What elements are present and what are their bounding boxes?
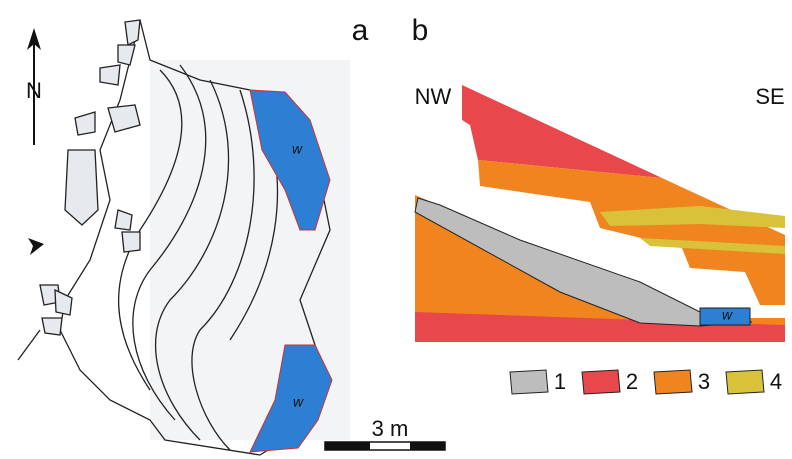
legend-label: 3 — [698, 369, 710, 394]
scale-bar-segment — [410, 442, 445, 450]
rock — [118, 45, 135, 65]
entrance-line — [18, 330, 40, 360]
rock — [125, 20, 140, 45]
entrance-arrow — [28, 238, 44, 255]
water-label: w — [292, 141, 303, 157]
water-label: w — [722, 307, 733, 323]
scale-bar-segment — [325, 442, 370, 450]
legend: 1 2 3 4 — [510, 369, 782, 394]
rock — [108, 105, 140, 132]
legend-swatch — [726, 370, 764, 394]
panel-label: b — [412, 14, 429, 47]
cave-map: w w N 3 m a — [18, 14, 445, 455]
legend-label: 4 — [770, 369, 782, 394]
scale-label: 3 m — [372, 416, 409, 441]
rock — [100, 65, 120, 85]
legend-swatch — [654, 370, 692, 394]
figure: w w N 3 m a b NW SE w 1 2 3 — [0, 0, 792, 459]
panel-label: a — [352, 14, 369, 47]
legend-label: 1 — [554, 369, 566, 394]
legend-label: 2 — [626, 369, 638, 394]
legend-swatch — [582, 370, 620, 394]
rock — [75, 112, 95, 135]
rock — [42, 318, 62, 335]
rock — [65, 150, 98, 225]
rock — [122, 232, 140, 252]
cross-section: b NW SE w 1 2 3 4 — [412, 14, 785, 394]
rock — [115, 210, 132, 230]
direction-label: NW — [415, 84, 452, 109]
north-label: N — [26, 78, 42, 103]
legend-swatch — [510, 370, 548, 394]
water-label: w — [293, 394, 304, 410]
direction-label: SE — [755, 84, 784, 109]
